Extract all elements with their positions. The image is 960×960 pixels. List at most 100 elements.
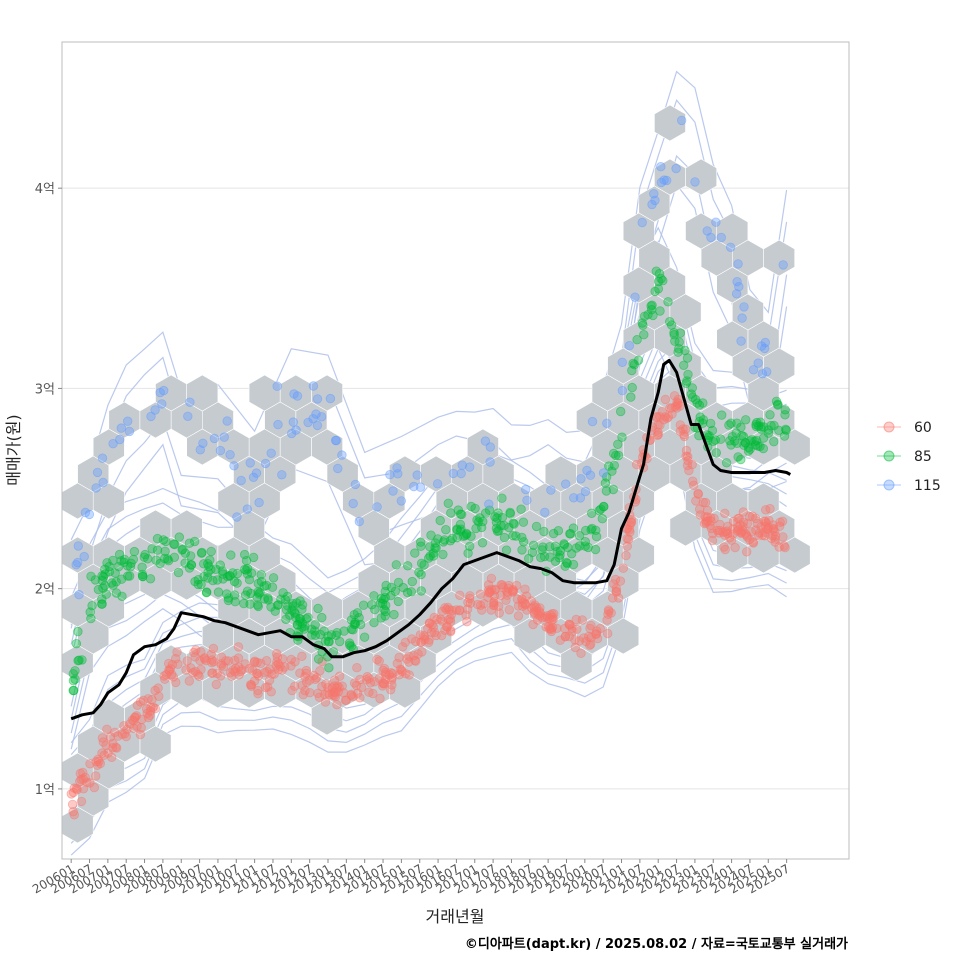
data-point-60 [277,654,288,664]
data-point-60 [748,538,759,548]
data-point-60 [423,623,433,634]
data-point-115 [732,277,742,287]
data-point-85 [244,575,255,585]
data-point-60 [437,630,447,641]
data-point-115 [260,458,271,469]
data-point-115 [312,394,323,404]
data-point-85 [169,539,180,550]
data-point-60 [779,541,789,551]
data-point-85 [369,617,379,628]
data-point-115 [312,420,323,431]
data-point-85 [653,284,664,294]
data-point-60 [143,694,153,704]
data-point-85 [508,531,518,541]
plot-border [61,41,850,860]
data-point-60 [528,619,538,630]
data-point-85 [646,305,657,315]
data-point-85 [129,546,140,557]
data-point-60 [440,625,450,636]
data-point-115 [146,411,156,422]
data-point-115 [415,482,426,492]
data-point-85 [358,600,369,610]
data-point-60 [310,674,321,685]
data-point-115 [158,385,169,396]
data-point-60 [150,703,161,714]
data-point-85 [639,330,649,340]
data-point-85 [435,515,445,526]
data-point-85 [97,571,107,581]
data-point-60 [742,532,753,542]
data-point-85 [310,626,320,636]
data-point-115 [734,282,744,292]
hexbin-cell [747,536,780,574]
data-point-85 [601,486,612,496]
data-point-85 [574,531,585,541]
data-point-85 [553,526,564,536]
data-point-85 [410,548,420,558]
data-point-85 [516,504,526,514]
data-point-85 [461,529,472,540]
data-point-85 [692,398,702,408]
data-point-60 [742,547,752,557]
data-point-60 [501,595,511,606]
data-point-85 [665,317,675,327]
data-point-60 [173,659,183,669]
data-point-60 [332,700,342,710]
data-point-85 [769,420,779,431]
data-point-60 [105,732,116,742]
data-point-60 [446,609,457,620]
data-point-115 [388,486,398,496]
data-point-60 [132,700,143,711]
data-point-60 [253,689,263,699]
data-point-85 [717,410,727,420]
data-point-60 [372,654,382,665]
data-point-60 [541,622,551,632]
data-point-115 [222,416,232,426]
data-point-85 [116,574,127,584]
data-point-85 [727,432,738,442]
data-point-85 [391,560,402,570]
data-point-115 [690,177,700,187]
data-point-60 [191,645,201,655]
data-point-115 [215,445,226,456]
data-point-85 [478,516,488,527]
data-point-115 [330,435,341,446]
data-point-60 [107,743,118,753]
data-point-85 [212,575,223,585]
hexbin-cell [279,428,312,466]
data-point-85 [117,591,127,602]
data-point-115 [372,502,382,512]
data-point-60 [440,603,450,613]
data-point-60 [417,647,427,657]
data-point-115 [737,313,747,323]
x-axis-title: 거래년월 [426,907,485,926]
data-point-85 [779,431,790,441]
data-point-85 [477,522,487,533]
data-point-115 [385,470,395,480]
data-point-60 [89,782,100,793]
data-point-115 [671,163,681,174]
data-point-85 [331,630,341,641]
data-point-85 [73,626,83,637]
data-point-115 [731,289,742,299]
data-point-85 [97,575,108,586]
data-point-60 [603,628,613,639]
data-point-60 [673,398,683,409]
data-point-85 [567,549,577,559]
data-point-85 [780,410,790,420]
hexbin-cell [279,374,312,412]
data-point-85 [201,587,212,597]
data-point-85 [617,432,627,442]
data-point-60 [132,721,142,731]
data-point-85 [681,378,691,389]
data-point-115 [183,411,193,422]
data-point-60 [330,692,341,702]
data-point-85 [680,345,690,356]
data-point-60 [609,579,619,589]
data-point-85 [137,562,147,572]
data-point-85 [669,330,679,340]
data-point-85 [100,580,110,591]
data-point-85 [193,579,203,590]
data-point-85 [326,630,337,640]
data-point-60 [361,675,372,685]
